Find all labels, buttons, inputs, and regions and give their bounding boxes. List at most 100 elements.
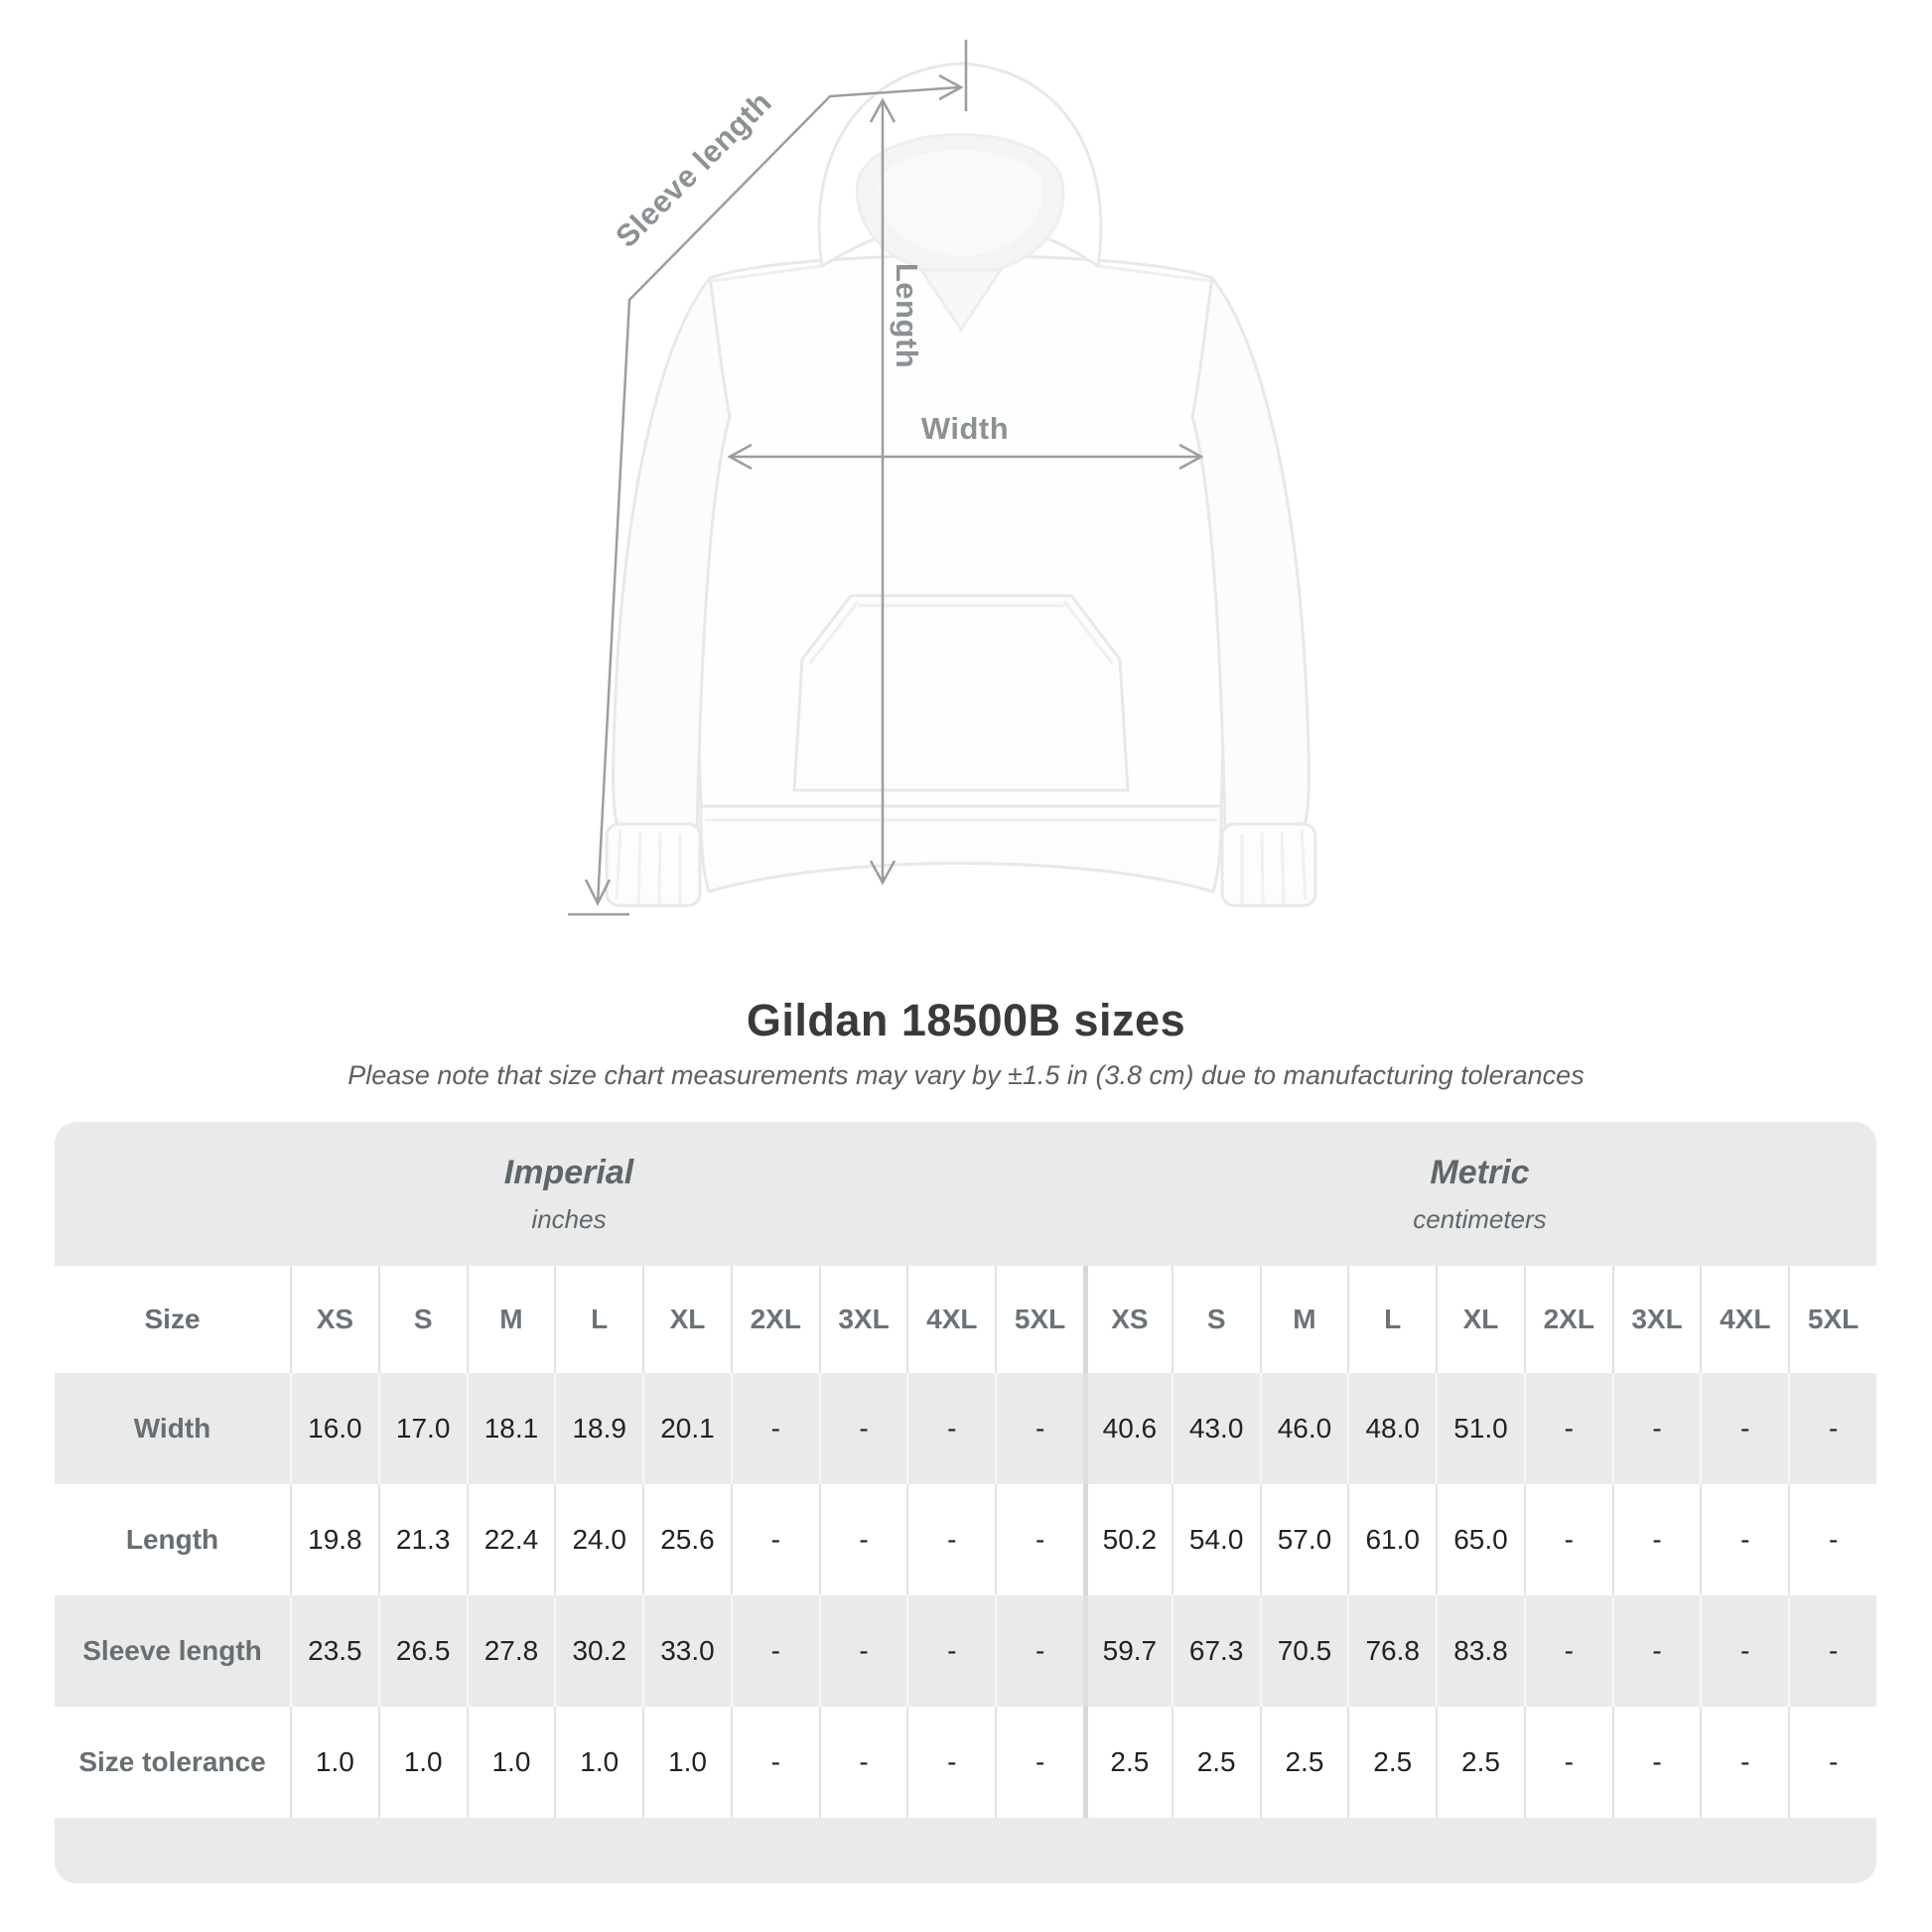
table-cell: -: [1700, 1595, 1788, 1707]
table-cell: 18.1: [466, 1373, 555, 1484]
table-cell: 40.6: [1083, 1373, 1172, 1484]
length-label: Length: [890, 263, 924, 368]
table-cell: -: [1611, 1373, 1701, 1484]
page-subtitle: Please note that size chart measurements…: [347, 1060, 1585, 1090]
table-cell: 2.5: [1171, 1707, 1260, 1818]
table-cell: -: [1523, 1707, 1612, 1818]
size-col-header: M: [466, 1266, 555, 1373]
size-col-header: S: [1171, 1266, 1260, 1373]
size-col-header: XL: [1436, 1266, 1524, 1373]
table-cell: -: [1700, 1707, 1788, 1818]
row-label: Length: [125, 1524, 219, 1555]
table-cell: -: [818, 1707, 907, 1818]
width-arrow: [727, 443, 1204, 471]
table-cell: 67.3: [1171, 1595, 1260, 1707]
table-cell: 1.0: [290, 1707, 378, 1818]
table-cell: 19.8: [290, 1484, 378, 1595]
table-cell: 76.8: [1347, 1595, 1436, 1707]
hoodie-figure: Sleeve length Length Width: [568, 40, 1317, 916]
table-cell: 46.0: [1259, 1373, 1348, 1484]
table-cell: -: [818, 1484, 907, 1595]
table-cell: -: [730, 1707, 819, 1818]
sleeve-length-arrow: [568, 40, 968, 916]
table-cell: 50.2: [1083, 1484, 1172, 1595]
table-cell: 33.0: [642, 1595, 731, 1707]
table-cell: -: [730, 1595, 819, 1707]
table-cell: 22.4: [466, 1484, 555, 1595]
table-cell: 18.9: [554, 1373, 642, 1484]
table-row-length: Length 19.8 21.3 22.4 24.0 25.6 - - - - …: [55, 1484, 1876, 1595]
table-cell: -: [1611, 1707, 1701, 1818]
table-cell: 57.0: [1259, 1484, 1348, 1595]
size-table: Imperial inches Metric centimeters Size …: [55, 1122, 1876, 1883]
table-cell: -: [995, 1484, 1083, 1595]
hoodie-illustration: [605, 62, 1317, 907]
table-cell: -: [906, 1484, 995, 1595]
table-cell: -: [906, 1707, 995, 1818]
table-cell: 59.7: [1083, 1595, 1172, 1707]
table-cell: -: [906, 1595, 995, 1707]
table-cell: 25.6: [642, 1484, 731, 1595]
table-cell: -: [1611, 1484, 1701, 1595]
size-col-header: 3XL: [1611, 1266, 1701, 1373]
table-row-size-tolerance: Size tolerance 1.0 1.0 1.0 1.0 1.0 - - -…: [55, 1707, 1876, 1818]
table-cell: -: [1700, 1484, 1788, 1595]
table-cell: 1.0: [466, 1707, 555, 1818]
table-cell: -: [1523, 1373, 1612, 1484]
row-label: Sleeve length: [82, 1635, 262, 1666]
hoodie-diagram: Sleeve length Length Width: [568, 40, 1317, 916]
unit-group-unit: centimeters: [1413, 1203, 1547, 1234]
table-cell: -: [1788, 1595, 1876, 1707]
table-cell: 2.5: [1083, 1707, 1172, 1818]
table-cell: 1.0: [642, 1707, 731, 1818]
table-cell: -: [1788, 1484, 1876, 1595]
size-col-header: L: [1347, 1266, 1436, 1373]
table-cell: -: [818, 1373, 907, 1484]
table-cell: 43.0: [1171, 1373, 1260, 1484]
size-col-header: 3XL: [818, 1266, 907, 1373]
table-cell: -: [1700, 1373, 1788, 1484]
table-cell: 30.2: [554, 1595, 642, 1707]
table-cell: 2.5: [1259, 1707, 1348, 1818]
table-cell: -: [1523, 1484, 1612, 1595]
table-cell: -: [818, 1595, 907, 1707]
size-col-header: 4XL: [1700, 1266, 1788, 1373]
table-cell: 27.8: [466, 1595, 555, 1707]
table-cell: 83.8: [1436, 1595, 1524, 1707]
row-label: Width: [133, 1413, 211, 1444]
sleeve-length-label: Sleeve length: [609, 84, 778, 254]
size-col-header: XL: [642, 1266, 731, 1373]
table-cell: 1.0: [377, 1707, 467, 1818]
table-cell: 2.5: [1347, 1707, 1436, 1818]
table-cell: -: [1788, 1373, 1876, 1484]
table-row-sleeve-length: Sleeve length 23.5 26.5 27.8 30.2 33.0 -…: [55, 1595, 1876, 1707]
table-cell: 16.0: [290, 1373, 378, 1484]
size-col-header: 5XL: [1788, 1266, 1876, 1373]
unit-group-metric: Metric centimeters: [1083, 1122, 1876, 1266]
size-col-header: L: [554, 1266, 642, 1373]
table-cell: -: [730, 1484, 819, 1595]
table-cell: 17.0: [377, 1373, 467, 1484]
title-block: Gildan 18500B sizes Please note that siz…: [0, 995, 1932, 1091]
table-cell: -: [995, 1595, 1083, 1707]
table-cell: -: [1788, 1707, 1876, 1818]
size-col-header: S: [377, 1266, 467, 1373]
table-cell: 1.0: [554, 1707, 642, 1818]
table-cell: 54.0: [1171, 1484, 1260, 1595]
table-cell: 51.0: [1436, 1373, 1524, 1484]
table-cell: 26.5: [377, 1595, 467, 1707]
unit-group-name: Metric: [1430, 1153, 1530, 1191]
table-cell: -: [995, 1707, 1083, 1818]
row-label: Size tolerance: [78, 1746, 266, 1777]
table-cell: 24.0: [554, 1484, 642, 1595]
width-label: Width: [921, 411, 1009, 446]
table-cell: 23.5: [290, 1595, 378, 1707]
size-col-header: 5XL: [995, 1266, 1083, 1373]
table-cell: -: [730, 1373, 819, 1484]
size-header-row: Size XS S M L XL 2XL 3XL 4XL 5XL XS S M …: [55, 1266, 1876, 1373]
unit-group-unit: inches: [531, 1203, 607, 1234]
table-cell: 70.5: [1259, 1595, 1348, 1707]
table-cell: 2.5: [1436, 1707, 1524, 1818]
table-cell: 21.3: [377, 1484, 467, 1595]
